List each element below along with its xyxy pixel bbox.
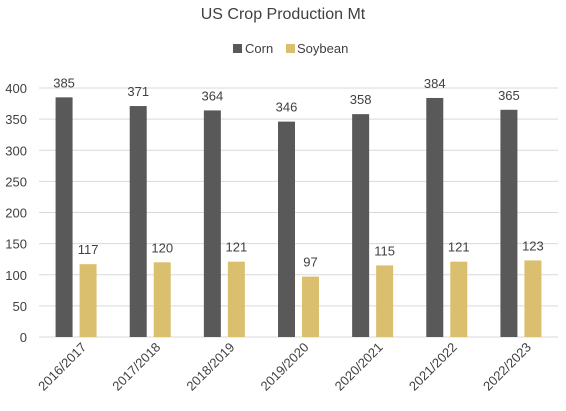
data-label-soybean: 121	[448, 240, 470, 255]
bars	[55, 97, 542, 338]
legend-label-soybean: Soybean	[297, 41, 348, 56]
y-tick-label: 50	[13, 299, 27, 314]
legend: Corn Soybean	[233, 41, 348, 56]
x-tick-label: 2021/2022	[406, 340, 460, 394]
y-tick-label: 250	[5, 174, 27, 189]
x-tick-label: 2018/2019	[183, 340, 237, 394]
y-tick-label: 150	[5, 237, 27, 252]
bar-corn-2019/2020	[278, 121, 295, 338]
bar-corn-2022/2023	[500, 109, 518, 337]
y-tick-label: 400	[5, 81, 27, 96]
legend-label-corn: Corn	[245, 41, 273, 56]
bar-soybean-2019/2020	[302, 276, 319, 337]
data-label-soybean: 123	[522, 238, 544, 253]
bar-corn-2021/2022	[426, 97, 444, 338]
x-axis: 2016/2017 2017/2018 2018/2019 2019/2020 2020…	[35, 340, 534, 394]
data-label-corn: 364	[202, 88, 224, 103]
legend-swatch-corn	[233, 44, 242, 53]
legend-swatch-soybean	[286, 44, 295, 53]
bar-soybean-2016/2017	[79, 264, 97, 337]
y-tick-label: 0	[20, 330, 27, 345]
bar-soybean-2022/2023	[524, 260, 542, 337]
bar-soybean-2021/2022	[450, 261, 468, 337]
data-label-corn: 358	[350, 92, 372, 107]
data-label-corn: 371	[127, 84, 149, 99]
data-label-corn: 365	[498, 88, 520, 103]
y-tick-label: 300	[5, 143, 27, 158]
y-tick-label: 350	[5, 112, 27, 127]
x-tick-label: 2022/2023	[480, 340, 534, 394]
data-label-soybean: 117	[78, 242, 99, 257]
bar-corn-2016/2017	[55, 97, 73, 338]
x-tick-label: 2020/2021	[332, 340, 386, 394]
x-tick-label: 2016/2017	[35, 340, 89, 394]
data-label-corn: 385	[53, 75, 75, 90]
data-label-corn: 346	[276, 100, 298, 115]
data-label-soybean: 121	[226, 240, 248, 255]
bar-soybean-2017/2018	[153, 262, 171, 337]
y-tick-label: 200	[5, 206, 27, 221]
data-labels: 385 117 371 120 364 121 346 97 358 115 384 121 365 12…	[53, 75, 544, 269]
data-label-soybean: 115	[374, 243, 395, 258]
bar-soybean-2018/2019	[227, 261, 245, 337]
chart-title: US Crop Production Mt	[201, 6, 366, 23]
data-label-soybean: 97	[303, 255, 317, 270]
gridlines	[39, 87, 558, 338]
data-label-corn: 384	[424, 76, 446, 91]
y-axis: 0 50 100 150 200 250 300 350 400	[5, 81, 27, 345]
data-label-soybean: 120	[151, 240, 173, 255]
bar-corn-2018/2019	[203, 110, 221, 337]
x-tick-label: 2019/2020	[258, 340, 312, 394]
bar-soybean-2020/2021	[376, 265, 394, 337]
x-tick-label: 2017/2018	[109, 340, 163, 394]
bar-corn-2020/2021	[352, 114, 370, 338]
y-tick-label: 100	[5, 268, 27, 283]
bar-corn-2017/2018	[129, 106, 147, 338]
